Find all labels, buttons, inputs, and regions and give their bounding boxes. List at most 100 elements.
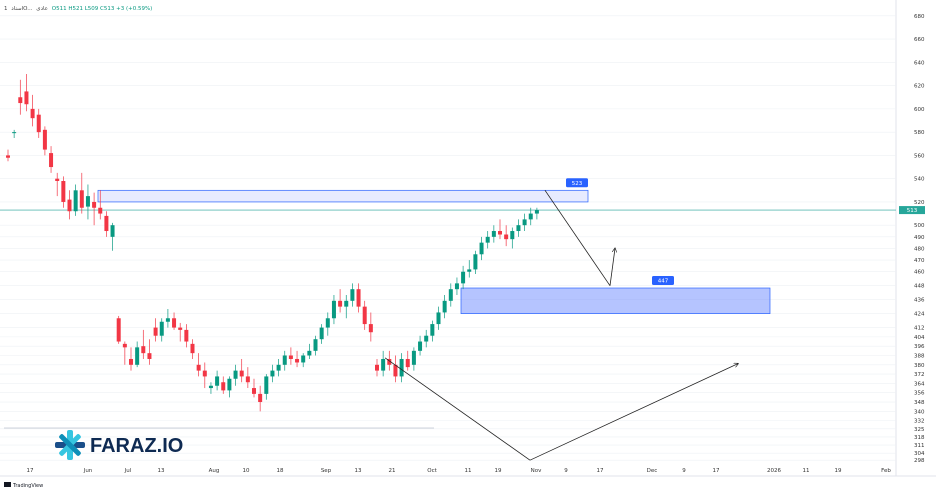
candle-up bbox=[313, 339, 318, 351]
price-tick-label: 388 bbox=[914, 353, 925, 359]
candle-up bbox=[165, 318, 170, 322]
candle-up bbox=[282, 355, 287, 365]
candle-down bbox=[147, 353, 152, 359]
time-axis[interactable]: 17 Jun Jul 13 Aug 10 18 Sep 13 21 Oct 11 19 Nov 9 17 Dec… bbox=[27, 468, 892, 474]
candle-down bbox=[172, 318, 177, 328]
candle-up bbox=[448, 289, 453, 301]
candle-down bbox=[239, 370, 244, 377]
projection-arrow[interactable] bbox=[384, 357, 531, 461]
price-tick-label: 520 bbox=[914, 200, 925, 206]
projection-arrow[interactable] bbox=[609, 248, 615, 286]
header-name: اسنادO... bbox=[11, 6, 33, 12]
candle-down bbox=[178, 327, 183, 330]
candle-up bbox=[399, 358, 404, 377]
time-tick-label: Nov bbox=[531, 468, 542, 474]
candle-up bbox=[12, 132, 17, 134]
price-tick-label: 356 bbox=[914, 391, 925, 397]
price-tick-label: 620 bbox=[914, 84, 925, 90]
candle-up bbox=[73, 190, 78, 212]
price-tick-label: 364 bbox=[914, 381, 925, 387]
candle-up bbox=[442, 300, 447, 313]
price-tick-label: 396 bbox=[914, 344, 925, 350]
header-values: O511 H521 L509 C513 +3 (+0.59%) bbox=[52, 6, 153, 12]
candle-down bbox=[393, 364, 398, 377]
tradingview-footer: TradingView bbox=[4, 482, 43, 489]
candle-up bbox=[319, 327, 324, 340]
header-ohlc: 1 اسنادO... عادی O511 H521 L509 C513 +3 … bbox=[4, 6, 152, 12]
time-tick-label: 17 bbox=[713, 468, 720, 474]
faraz-logo: FARAZ.IO bbox=[55, 430, 183, 460]
time-tick-label: 11 bbox=[803, 468, 810, 474]
candle-down bbox=[387, 358, 392, 365]
zone-price-label: 447 bbox=[658, 279, 669, 285]
price-tick-label: 490 bbox=[914, 235, 925, 241]
time-tick-label: Aug bbox=[209, 468, 220, 474]
time-tick-label: 19 bbox=[495, 468, 502, 474]
time-tick-label: 17 bbox=[27, 468, 34, 474]
candle-down bbox=[190, 343, 195, 354]
supply-demand-zone[interactable] bbox=[97, 189, 589, 203]
candle-up bbox=[436, 312, 441, 325]
time-tick-label: 17 bbox=[597, 468, 604, 474]
logo-mark-icon bbox=[55, 430, 85, 460]
candle-up bbox=[491, 231, 496, 237]
candle-down bbox=[6, 155, 10, 158]
supply-demand-zone[interactable] bbox=[460, 287, 771, 314]
candle-down bbox=[368, 324, 373, 333]
candle-down bbox=[405, 358, 410, 368]
logo-text: FARAZ.IO bbox=[90, 435, 183, 457]
candle-down bbox=[49, 153, 54, 168]
price-tick-label: 470 bbox=[914, 258, 925, 264]
candle-up bbox=[381, 358, 386, 371]
candle-down bbox=[92, 201, 97, 208]
candle-up bbox=[350, 289, 355, 301]
zone-price-badge bbox=[652, 276, 674, 286]
candle-up bbox=[307, 350, 312, 356]
candle-up bbox=[227, 378, 232, 391]
time-tick-label: 9 bbox=[564, 468, 568, 474]
candle-up bbox=[135, 347, 140, 365]
time-tick-label: 2026 bbox=[767, 468, 781, 474]
candle-up bbox=[424, 335, 429, 342]
candle-up bbox=[534, 210, 539, 214]
price-tick-label: 332 bbox=[914, 419, 925, 425]
candle-up bbox=[418, 341, 423, 351]
price-tick-label: 340 bbox=[914, 409, 925, 415]
candle-up bbox=[85, 196, 90, 207]
candle-up bbox=[516, 225, 521, 232]
candle-down bbox=[24, 91, 29, 105]
price-tick-label: 680 bbox=[914, 14, 925, 20]
candle-down bbox=[141, 346, 146, 354]
candle-down bbox=[61, 181, 66, 202]
candle-up bbox=[276, 364, 281, 371]
zone-price-label: 523 bbox=[572, 181, 583, 187]
time-tick-label: Sep bbox=[321, 468, 332, 474]
price-tick-label: 660 bbox=[914, 37, 925, 43]
candle-up bbox=[411, 350, 416, 365]
footer-text: TradingView bbox=[12, 483, 43, 489]
time-tick-label: 9 bbox=[682, 468, 686, 474]
candle-up bbox=[208, 385, 213, 389]
candle-up bbox=[270, 370, 275, 377]
time-tick-label: 11 bbox=[465, 468, 472, 474]
projection-arrow[interactable] bbox=[529, 364, 738, 461]
candle-down bbox=[356, 289, 361, 307]
price-tick-label: 311 bbox=[914, 443, 925, 449]
price-tick-label: 600 bbox=[914, 107, 925, 113]
candle-up bbox=[325, 318, 330, 328]
candle-down bbox=[116, 318, 121, 342]
candle-up bbox=[301, 355, 306, 363]
projection-arrow[interactable] bbox=[544, 190, 611, 286]
candle-down bbox=[362, 306, 367, 325]
price-tick-label: 448 bbox=[914, 284, 925, 290]
price-tick-label: 304 bbox=[914, 451, 925, 457]
candle-down bbox=[184, 329, 189, 342]
candle-down bbox=[122, 343, 127, 348]
candle-up bbox=[528, 213, 533, 220]
current-price-label: 513 bbox=[907, 208, 918, 214]
candle-down bbox=[129, 358, 133, 365]
time-tick-label: 21 bbox=[389, 468, 396, 474]
